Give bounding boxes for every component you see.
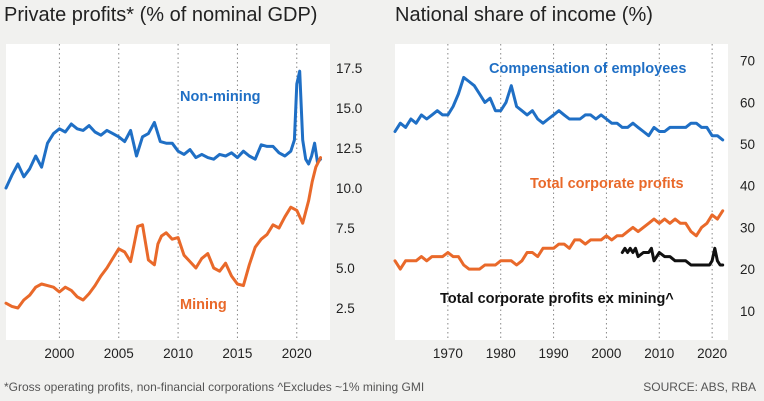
compensation-of-employees-line	[393, 75, 725, 142]
x-tick-label: 2000	[591, 346, 621, 361]
left-chart-title: Private profits* (% of nominal GDP)	[4, 4, 318, 26]
non-mining-label: Non-mining	[180, 89, 261, 105]
y-tick-label: 10.0	[336, 181, 362, 196]
y-tick-label: 10	[740, 304, 755, 319]
y-tick-label: 70	[740, 54, 755, 69]
x-tick-label: 2010	[644, 346, 674, 361]
x-tick-label: 2020	[282, 346, 312, 361]
total-profits-label: Total corporate profits	[530, 176, 684, 192]
y-tick-label: 12.5	[336, 141, 362, 156]
compensation-label: Compensation of employees	[489, 61, 686, 77]
x-tick-label: 2000	[44, 346, 74, 361]
x-tick-label: 2010	[163, 346, 193, 361]
x-tick-label: 2005	[104, 346, 134, 361]
plot-area	[6, 44, 330, 340]
y-tick-label: 50	[740, 137, 755, 152]
mining-label: Mining	[180, 297, 227, 313]
mining-line	[4, 156, 322, 310]
footnote: *Gross operating profits, non-financial …	[4, 380, 425, 394]
non-mining-line	[4, 69, 322, 190]
profits-ex-mining-label: Total corporate profits ex mining^	[440, 291, 674, 307]
x-tick-label: 2015	[222, 346, 252, 361]
total-corporate-profits-line	[393, 209, 725, 271]
y-tick-label: 7.5	[336, 221, 355, 236]
left-chart: 2000 2005 2010 2015 2020 2.5 5.0 7.5 10.0 12.5 15.…	[4, 44, 362, 361]
right-chart-title: National share of income (%)	[395, 4, 653, 26]
right-chart: 1970 1980 1990 2000 2010 2020 10 20 30 40 50 60 70 Co…	[393, 44, 755, 361]
y-tick-label: 5.0	[336, 261, 355, 276]
y-tick-label: 15.0	[336, 101, 362, 116]
x-tick-label: 1990	[539, 346, 569, 361]
plot-area	[395, 44, 728, 340]
y-tick-label: 2.5	[336, 301, 355, 316]
x-tick-label: 1970	[433, 346, 463, 361]
y-tick-label: 30	[740, 220, 755, 235]
y-tick-label: 40	[740, 179, 755, 194]
x-tick-label: 1980	[486, 346, 516, 361]
y-tick-label: 20	[740, 262, 755, 277]
x-tick-label: 2020	[697, 346, 727, 361]
source-note: SOURCE: ABS, RBA	[643, 380, 756, 394]
y-tick-label: 60	[740, 95, 755, 110]
total-corporate-profits-ex-mining-line	[620, 246, 725, 267]
y-tick-label: 17.5	[336, 61, 362, 76]
